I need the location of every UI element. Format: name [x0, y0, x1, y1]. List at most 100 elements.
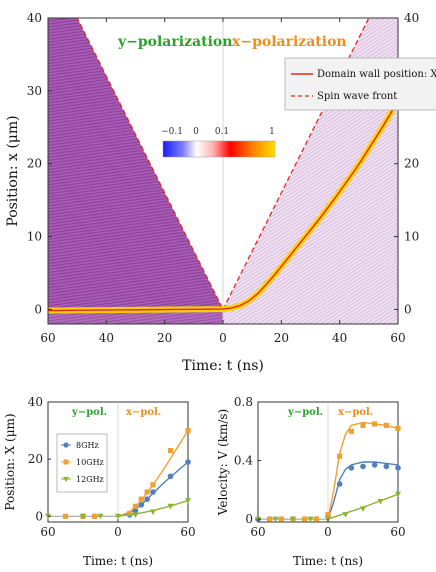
main-y-tick-label-1: 10: [27, 230, 42, 244]
bl-point-10ghz-0: [62, 513, 69, 519]
br-point-12ghz-2: [290, 516, 296, 523]
legend-label-8ghz: 8GHz: [76, 441, 99, 450]
main-heatmap-panel: 6040200204060001010202030304040 y−polari…: [5, 11, 436, 374]
y-polarization-label: y−polarization: [117, 34, 232, 50]
bl-y-tick-label-0: 0: [35, 509, 43, 523]
bl-x-pol-label: x−pol.: [126, 407, 161, 418]
bl-point-8ghz-5: [144, 496, 150, 502]
colorbar-tick-1: 0: [193, 127, 199, 137]
bl-point-10ghz-3: [127, 510, 133, 517]
bl-y-tick-label-1: 20: [28, 452, 43, 466]
main-y-axis-label: Position: x (μm): [5, 115, 21, 226]
legend-label-10ghz: 10GHz: [76, 458, 104, 467]
main-x-tick-label-3: 0: [219, 331, 227, 345]
legend-marker-8ghz: [63, 442, 69, 448]
bl-point-12ghz-1: [80, 513, 86, 520]
colorbar-tick-3: 1: [269, 127, 275, 137]
br-point-8ghz-12: [395, 465, 401, 471]
main-x-axis-label: Time: t (ns): [182, 358, 264, 374]
main-y-tick-label-right-1: 10: [404, 230, 419, 244]
br-point-10ghz-3: [302, 516, 308, 522]
main-marks: [48, 18, 398, 314]
br-point-10ghz-8: [360, 422, 366, 429]
br-x-tick-label-0: 60: [250, 525, 265, 539]
bl-point-8ghz-7: [167, 473, 174, 480]
br-point-8ghz-8: [348, 465, 355, 471]
br-point-12ghz-8: [395, 491, 401, 498]
br-y-tick-label-2: 0.8: [234, 395, 253, 409]
bl-point-10ghz-4: [132, 503, 139, 509]
br-point-10ghz-7: [348, 428, 354, 434]
legend-label-12ghz: 12GHz: [76, 475, 104, 484]
bl-y-axis-label: Position: X (μm): [3, 413, 17, 510]
main-x-tick-label-1: 40: [99, 331, 114, 345]
bl-point-10ghz-5: [138, 496, 144, 502]
legend-marker-10ghz: [63, 459, 69, 465]
main-y-tick-label-2: 20: [27, 157, 42, 171]
bl-point-8ghz-6: [150, 489, 156, 495]
domain-wall-line: [48, 100, 398, 312]
br-point-10ghz-9: [372, 421, 378, 427]
br-fit-8ghz: [327, 461, 399, 520]
bl-x-tick-label-1: 0: [114, 525, 122, 539]
br-x-tick-label-2: 60: [390, 525, 405, 539]
main-y-tick-label-right-4: 40: [404, 11, 419, 25]
y-polarization-region: [48, 18, 223, 324]
bl-point-12ghz-2: [97, 513, 104, 520]
bl-legend: 8GHz 10GHz 12GHz: [56, 433, 108, 493]
colorbar-gradient: [162, 140, 276, 158]
br-point-10ghz-5: [325, 512, 331, 518]
br-y-tick-label-1: 0.4: [234, 454, 253, 468]
br-fit-10ghz: [327, 421, 399, 520]
main-x-tick-label-6: 60: [390, 331, 405, 345]
bl-x-tick-label-0: 60: [40, 525, 55, 539]
colorbar: −0.1 0 0.1 1: [161, 127, 276, 158]
br-point-10ghz-11: [395, 425, 401, 431]
bl-point-12ghz-4: [132, 512, 139, 518]
main-legend: Domain wall position: X(t) Spin wave fro…: [284, 57, 436, 111]
main-x-tick-label-2: 20: [157, 331, 172, 345]
br-point-10ghz-0: [267, 516, 273, 522]
bl-ticks: 60 0 60 0 20 40: [28, 395, 196, 539]
br-point-10ghz-4: [313, 516, 319, 522]
br-point-10ghz-6: [337, 453, 343, 459]
spin-wave-front-line-2: [222, 18, 370, 310]
br-x-pol-label: x−pol.: [338, 407, 373, 418]
legend-label-spin-wave-front: Spin wave front: [317, 91, 397, 102]
bl-point-12ghz-5: [150, 509, 156, 515]
main-x-tick-label-5: 40: [332, 331, 347, 345]
br-point-8ghz-9: [360, 463, 366, 470]
br-point-10ghz-10: [383, 422, 389, 429]
main-ticks: 6040200204060001010202030304040: [27, 11, 420, 345]
br-x-tick-label-1: 0: [324, 525, 332, 539]
bl-point-10ghz-7: [150, 482, 156, 488]
br-point-12ghz-3: [307, 516, 314, 523]
br-point-8ghz-7: [336, 481, 343, 487]
br-point-12ghz-1: [272, 516, 279, 523]
bl-point-12ghz-7: [185, 498, 191, 504]
bl-x-tick-label-2: 60: [180, 525, 195, 539]
bl-point-12ghz-3: [115, 513, 121, 520]
position-vs-time-panel: 60 0 60 0 20 40 y−pol. x−pol. 8GHz 10GHz 12GH…: [3, 395, 196, 568]
x-polarization-label: x−polarization: [232, 34, 347, 50]
bl-x-axis-label: Time: t (ns): [83, 554, 153, 568]
legend-box: [284, 57, 436, 111]
bl-point-8ghz-4: [138, 502, 145, 508]
main-y-tick-label-right-2: 20: [404, 157, 419, 171]
main-x-tick-label-0: 60: [40, 331, 55, 345]
bl-point-10ghz-2: [92, 513, 98, 519]
bl-y-pol-label: y−pol.: [71, 407, 107, 418]
legend-marker-12ghz: [63, 477, 69, 482]
br-point-12ghz-6: [360, 506, 366, 512]
main-y-tick-label-0: 0: [34, 302, 42, 316]
colorbar-tick-2: 0.1: [215, 127, 229, 137]
br-y-pol-label: y−pol.: [287, 407, 323, 418]
bl-point-8ghz-3: [132, 507, 139, 514]
br-point-8ghz-10: [371, 462, 378, 468]
colorbar-tick-0: −0.1: [161, 127, 183, 137]
bl-point-10ghz-6: [144, 489, 150, 495]
bl-point-10ghz-8: [167, 447, 174, 454]
